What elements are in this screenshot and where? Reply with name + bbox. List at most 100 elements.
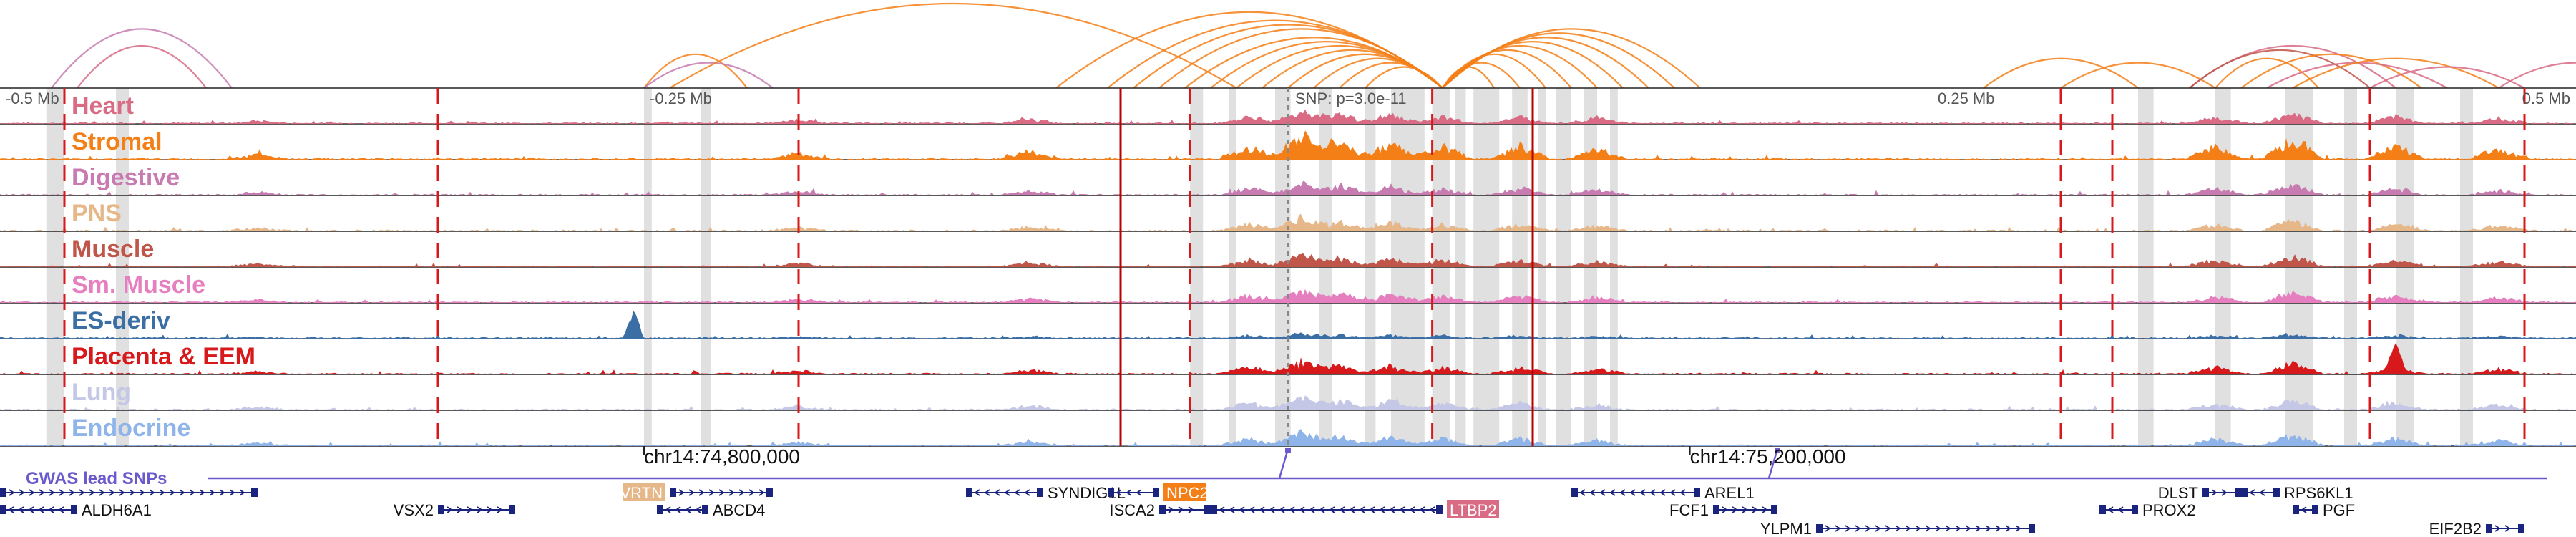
gene-strand-arrow <box>48 506 54 513</box>
gene-strand-arrow <box>2259 489 2265 496</box>
gene-label: ABCD4 <box>713 501 765 519</box>
gene-strand-arrow <box>2117 506 2124 513</box>
ruler-tick-label: -0.5 Mb <box>6 90 59 107</box>
gene-strand-arrow <box>1309 506 1315 513</box>
gene-exon <box>2029 524 2035 533</box>
gene-exon <box>1571 488 1578 497</box>
gene-strand-arrow <box>477 506 483 513</box>
gene-strand-arrow <box>758 489 765 496</box>
gene-exon <box>1694 488 1700 497</box>
gene-strand-arrow <box>1136 489 1142 496</box>
gene-strand-arrow <box>1629 489 1636 496</box>
track-label: Heart <box>72 92 134 120</box>
gene-strand-arrow <box>1259 506 1265 513</box>
gene-strand-arrow <box>1239 506 1245 513</box>
gene-strand-arrow <box>1269 506 1275 513</box>
gene-label: ALDH6A1 <box>82 501 152 519</box>
gene-strand-arrow <box>1825 525 1831 532</box>
gene-strand-arrow <box>2301 506 2307 513</box>
gene-strand-arrow <box>487 506 493 513</box>
gene-strand-arrow <box>1299 506 1305 513</box>
gene-strand-arrow <box>1329 506 1335 513</box>
gene-strand-arrow <box>678 489 685 496</box>
gene-strand-arrow <box>169 489 175 496</box>
gene-strand-arrow <box>675 506 681 513</box>
gene-exon <box>509 505 515 514</box>
coordinate-label: chr14:75,200,000 <box>1690 445 1846 468</box>
gene-strand-arrow <box>1289 506 1295 513</box>
gene-exon <box>2486 524 2492 533</box>
gene-exon <box>2132 505 2138 514</box>
track-label: Stromal <box>72 128 162 155</box>
gene-highlight <box>1163 483 1206 501</box>
gene-strand-arrow <box>28 506 34 513</box>
track-label: Muscle <box>72 236 154 263</box>
gwas-snp-connector <box>1278 448 1289 479</box>
gene-track: LIN52ALDH6A1VSX2VRTNABCD4SYNDIG1LNPC2ISC… <box>0 483 2524 537</box>
gene-exon <box>2273 488 2280 497</box>
gene-exon <box>1159 505 1166 514</box>
gene-label: NPC2 <box>1166 484 1209 502</box>
gene-strand-arrow <box>8 506 14 513</box>
gene-strand-arrow <box>1722 506 1728 513</box>
loop-arc <box>1442 62 1521 89</box>
gwas-snp-connector <box>1767 448 1779 479</box>
gene-strand-arrow <box>1168 506 1174 513</box>
gene-strand-arrow <box>19 489 25 496</box>
track-label: Endocrine <box>72 415 190 442</box>
gene-exon <box>1037 488 1043 497</box>
gene-strand-arrow <box>1835 525 1841 532</box>
gene-strand-arrow <box>59 489 65 496</box>
gene-strand-arrow <box>1004 489 1010 496</box>
gene-label: VRTN <box>620 484 663 502</box>
signal-lung <box>0 395 2576 410</box>
gene-strand-arrow <box>1178 506 1184 513</box>
gene-strand-arrow <box>189 489 195 496</box>
gene-exon <box>1108 488 1114 497</box>
gene-strand-arrow <box>2211 489 2218 496</box>
loop-arc <box>643 62 774 89</box>
gene-label: RPS6KL1 <box>2284 484 2353 502</box>
gene-strand-arrow <box>1975 525 1981 532</box>
gene-strand-arrow <box>1409 506 1415 513</box>
gene-strand-arrow <box>1126 489 1132 496</box>
gene-strand-arrow <box>1885 525 1891 532</box>
gene-strand-arrow <box>229 489 235 496</box>
gene-strand-arrow <box>39 489 45 496</box>
ruler-tick-label: 0.5 Mb <box>2522 90 2570 107</box>
gene-exon <box>657 505 663 514</box>
gene-exon <box>2312 505 2318 514</box>
ruler-tick-label: 0.25 Mb <box>1938 90 1995 107</box>
boundary-lines <box>63 88 2526 446</box>
gene-strand-arrow <box>2494 525 2501 532</box>
gene-strand-arrow <box>1249 506 1255 513</box>
gene-exon <box>71 505 77 514</box>
loop-arc <box>77 45 207 89</box>
gene-label: LTBP2 <box>1450 501 1497 519</box>
gene-exon <box>2235 488 2241 497</box>
gene-strand-arrow <box>1389 506 1395 513</box>
gene-strand-arrow <box>1399 506 1405 513</box>
gene-strand-arrow <box>1379 506 1385 513</box>
gene-strand-arrow <box>497 506 503 513</box>
gene-strand-arrow <box>1619 489 1626 496</box>
gene-strand-arrow <box>1369 506 1375 513</box>
gene-label: VSX2 <box>394 501 434 519</box>
gene-strand-arrow <box>688 489 695 496</box>
gene-strand-arrow <box>209 489 215 496</box>
ruler: SNP: p=3.0e-11 -0.5 Mb -0.25 Mb 0.25 Mb 0.5… <box>6 88 2570 446</box>
gene-strand-arrow <box>38 506 44 513</box>
gene-strand-arrow <box>738 489 745 496</box>
gene-strand-arrow <box>1649 489 1656 496</box>
loop-arc <box>2060 62 2216 89</box>
gene-strand-arrow <box>109 489 115 496</box>
gene-exon <box>1771 505 1777 514</box>
gene-exon <box>1204 505 1211 514</box>
loop-arc <box>2215 57 2319 89</box>
gene-strand-arrow <box>984 489 990 496</box>
gene-strand-arrow <box>1845 525 1851 532</box>
gene-strand-arrow <box>29 489 35 496</box>
gene-strand-arrow <box>1742 506 1748 513</box>
track-label: Digestive <box>72 164 180 191</box>
gene-label: PGF <box>2323 501 2355 519</box>
